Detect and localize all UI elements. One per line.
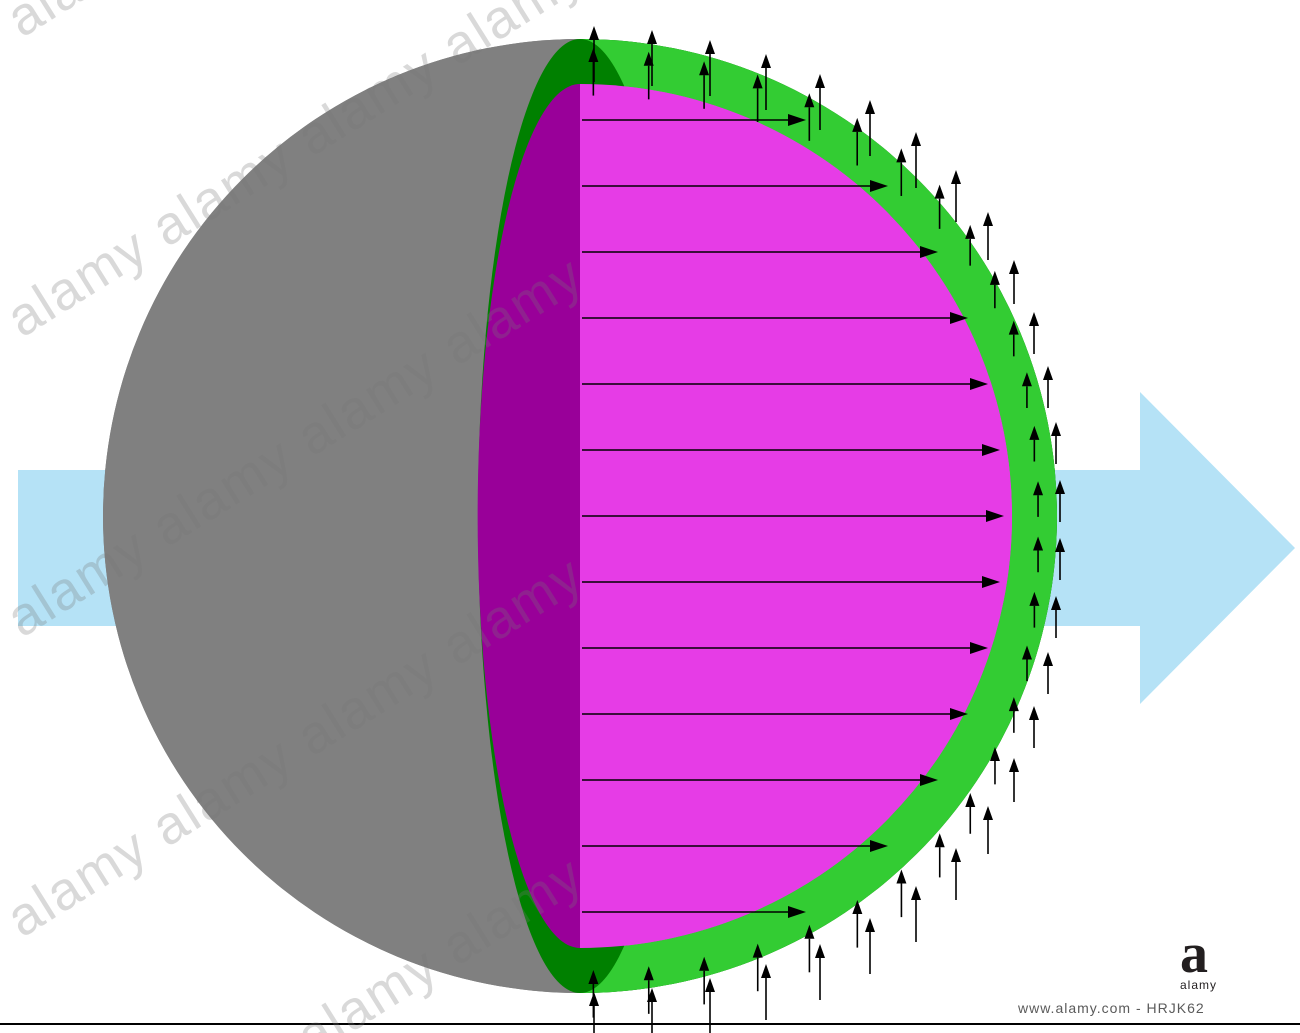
diagram-canvas — [0, 0, 1300, 1033]
shell-arrow-head — [1009, 758, 1019, 772]
shell-arrow-head — [865, 918, 875, 932]
shell-arrow-head — [815, 74, 825, 88]
shell-arrow-head — [951, 170, 961, 184]
shell-arrow-head — [896, 148, 906, 162]
shell-arrow-head — [896, 870, 906, 884]
shell-arrow-head — [1029, 312, 1039, 326]
shell-arrow-head — [965, 225, 975, 239]
shell-arrow-head — [911, 886, 921, 900]
shell-arrow-head — [911, 132, 921, 146]
shell-arrow-head — [1043, 652, 1053, 666]
shell-arrow-head — [761, 54, 771, 68]
shell-arrow-head — [935, 185, 945, 199]
shell-arrow-head — [815, 944, 825, 958]
shell-arrow-head — [1043, 366, 1053, 380]
shell-arrow-head — [589, 26, 599, 40]
shell-arrow-head — [951, 848, 961, 862]
shell-arrow-head — [705, 978, 715, 992]
shell-arrow-head — [935, 833, 945, 847]
shell-arrow-head — [761, 964, 771, 978]
shell-arrow-head — [865, 100, 875, 114]
shell-arrow-head — [983, 806, 993, 820]
shell-arrow-head — [705, 40, 715, 54]
shell-arrow-head — [647, 30, 657, 44]
shell-arrow-head — [1051, 422, 1061, 436]
shell-arrow-head — [983, 212, 993, 226]
shell-arrow-head — [1009, 260, 1019, 274]
shell-arrow-head — [1029, 706, 1039, 720]
shell-arrow-head — [852, 118, 862, 132]
